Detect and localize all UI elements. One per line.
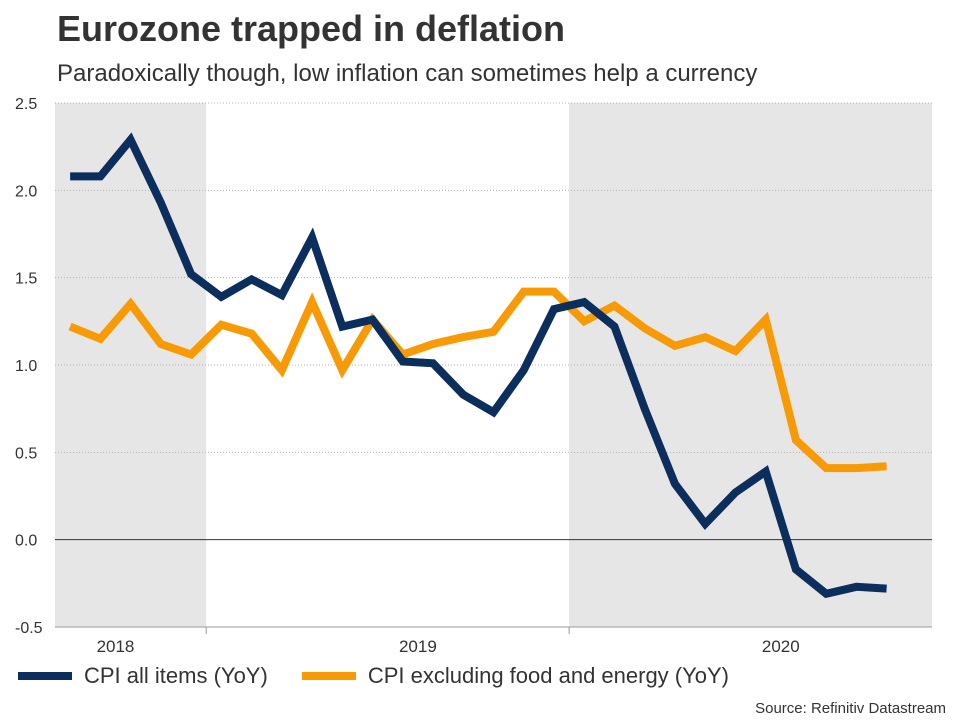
y-tick-label: 1.0 bbox=[15, 358, 37, 375]
x-axis-ticks: 2018 2019 2020 bbox=[55, 626, 932, 656]
y-tick-label: 0.0 bbox=[15, 533, 37, 550]
x-tick-label-2020: 2020 bbox=[762, 637, 800, 656]
source-note: Source: Refinitiv Datastream bbox=[755, 700, 946, 717]
series-line-0 bbox=[70, 132, 887, 599]
x-tick-label-2018: 2018 bbox=[97, 637, 135, 656]
y-tick-label: -0.5 bbox=[15, 620, 43, 637]
y-axis-ticks: 2.5 2.0 1.5 1.0 0.5 0.0 -0.5 bbox=[15, 96, 43, 637]
y-tick-label: 2.0 bbox=[15, 183, 37, 200]
legend-item-cpi-core: CPI excluding food and energy (YoY) bbox=[301, 663, 730, 689]
legend-item-cpi-all: CPI all items (YoY) bbox=[18, 663, 268, 689]
legend-swatch-cpi-core bbox=[301, 672, 356, 680]
y-tick-label: 2.5 bbox=[15, 96, 37, 113]
series-lines bbox=[68, 132, 887, 599]
y-tick-label: 1.5 bbox=[15, 271, 37, 288]
x-tick-label-2019: 2019 bbox=[399, 637, 437, 656]
chart-subtitle: Paradoxically though, low inflation can … bbox=[57, 60, 758, 87]
series-line-1 bbox=[68, 287, 887, 473]
legend-swatch-cpi-all bbox=[18, 672, 72, 680]
chart-title: Eurozone trapped in deflation bbox=[57, 8, 566, 49]
legend: CPI all items (YoY) CPI excluding food a… bbox=[18, 663, 763, 689]
y-tick-label: 0.5 bbox=[15, 445, 37, 462]
legend-label-cpi-all: CPI all items (YoY) bbox=[84, 663, 268, 688]
legend-label-cpi-core: CPI excluding food and energy (YoY) bbox=[367, 663, 730, 688]
